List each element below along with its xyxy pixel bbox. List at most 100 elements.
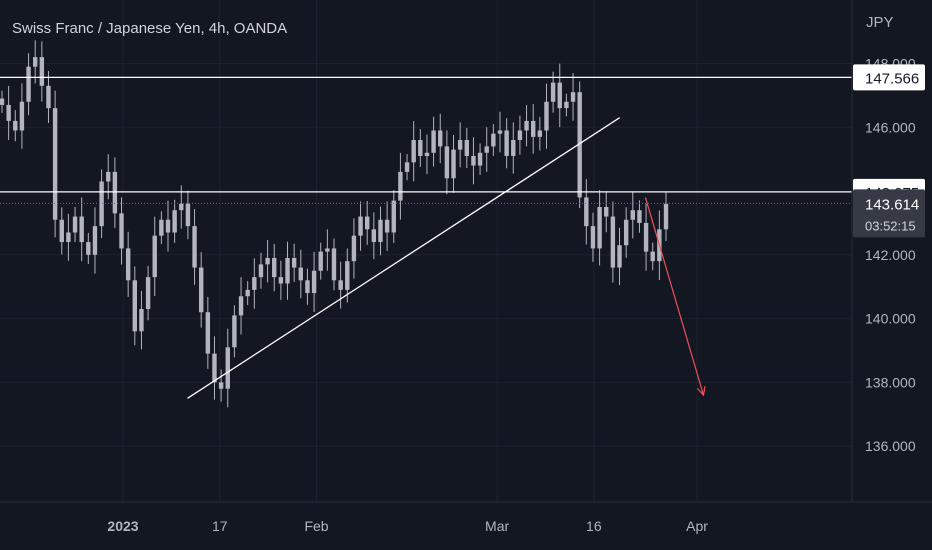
- candle-body[interactable]: [391, 200, 396, 233]
- candle-body[interactable]: [185, 203, 191, 227]
- candle-body[interactable]: [311, 270, 317, 294]
- candle-body[interactable]: [550, 82, 556, 102]
- candle-body[interactable]: [192, 226, 197, 268]
- candle-body[interactable]: [544, 101, 549, 131]
- candle-body[interactable]: [504, 130, 509, 156]
- candle-body[interactable]: [610, 216, 616, 268]
- candle-body[interactable]: [484, 146, 489, 153]
- candle-body[interactable]: [139, 309, 144, 332]
- candle-body[interactable]: [378, 219, 383, 243]
- candle-body[interactable]: [132, 280, 137, 332]
- candle-body[interactable]: [637, 210, 642, 223]
- candle-body[interactable]: [13, 120, 18, 131]
- candle-body[interactable]: [365, 216, 370, 230]
- candle-body[interactable]: [305, 280, 310, 294]
- candle-body[interactable]: [438, 130, 443, 147]
- candle-body[interactable]: [517, 130, 523, 141]
- candle-body[interactable]: [205, 312, 211, 354]
- candle-body[interactable]: [218, 382, 224, 389]
- candle-body[interactable]: [331, 248, 337, 281]
- trendline[interactable]: [187, 117, 621, 399]
- candle-body[interactable]: [26, 66, 31, 102]
- candle-body[interactable]: [258, 264, 264, 278]
- candle-body[interactable]: [92, 226, 98, 255]
- candle-body[interactable]: [278, 277, 284, 284]
- candle-body[interactable]: [451, 149, 456, 179]
- candle-body[interactable]: [590, 226, 596, 249]
- candle-body[interactable]: [79, 216, 84, 243]
- candle-body[interactable]: [398, 171, 403, 201]
- candle-body[interactable]: [418, 140, 423, 156]
- candle-body[interactable]: [511, 140, 516, 156]
- candle-body[interactable]: [477, 152, 483, 166]
- candle-body[interactable]: [338, 280, 343, 290]
- candle-body[interactable]: [212, 353, 217, 383]
- candle-body[interactable]: [238, 296, 244, 316]
- candle-body[interactable]: [99, 181, 104, 227]
- candle-body[interactable]: [46, 85, 51, 109]
- candle-body[interactable]: [52, 108, 58, 220]
- candle-body[interactable]: [33, 57, 38, 67]
- candle-body[interactable]: [537, 130, 543, 137]
- candle-body[interactable]: [650, 251, 655, 262]
- candle-body[interactable]: [179, 203, 184, 211]
- candle-body[interactable]: [404, 162, 410, 172]
- candle-body[interactable]: [232, 315, 237, 348]
- candle-body[interactable]: [597, 206, 602, 249]
- candle-body[interactable]: [298, 267, 303, 281]
- candle-body[interactable]: [225, 347, 230, 389]
- candle-body[interactable]: [564, 101, 569, 109]
- candle-body[interactable]: [531, 120, 536, 137]
- candle-body[interactable]: [165, 219, 171, 233]
- candle-body[interactable]: [351, 235, 357, 262]
- candle-body[interactable]: [371, 229, 377, 243]
- candles[interactable]: [0, 40, 669, 408]
- candle-body[interactable]: [285, 258, 290, 284]
- candle-body[interactable]: [125, 248, 131, 281]
- candle-body[interactable]: [424, 152, 430, 156]
- candle-body[interactable]: [617, 245, 622, 268]
- candle-body[interactable]: [457, 140, 463, 150]
- candle-body[interactable]: [252, 277, 257, 290]
- candle-body[interactable]: [524, 120, 529, 131]
- candle-body[interactable]: [172, 210, 177, 233]
- candle-body[interactable]: [245, 289, 250, 297]
- candle-body[interactable]: [66, 232, 71, 243]
- candle-body[interactable]: [570, 92, 576, 102]
- candle-body[interactable]: [497, 130, 503, 134]
- forecast-arrow-shaft[interactable]: [644, 197, 705, 396]
- candle-body[interactable]: [384, 219, 390, 233]
- candle-body[interactable]: [272, 258, 277, 278]
- candle-body[interactable]: [291, 258, 297, 268]
- candle-body[interactable]: [464, 140, 469, 156]
- candle-body[interactable]: [557, 82, 562, 109]
- candle-body[interactable]: [643, 222, 649, 252]
- candle-body[interactable]: [119, 213, 124, 249]
- candle-body[interactable]: [265, 258, 270, 265]
- candle-body[interactable]: [491, 133, 496, 147]
- candle-body[interactable]: [584, 197, 589, 227]
- candle-body[interactable]: [444, 146, 450, 179]
- candle-body[interactable]: [0, 98, 5, 105]
- candle-body[interactable]: [318, 251, 323, 271]
- candle-body[interactable]: [623, 219, 629, 246]
- candle-body[interactable]: [325, 248, 330, 252]
- candle-body[interactable]: [112, 171, 118, 214]
- candle-body[interactable]: [19, 101, 25, 131]
- candle-body[interactable]: [106, 171, 111, 182]
- candle-body[interactable]: [345, 261, 350, 290]
- candle-body[interactable]: [199, 267, 204, 313]
- candle-body[interactable]: [39, 57, 45, 86]
- candle-body[interactable]: [145, 277, 151, 310]
- candle-body[interactable]: [663, 203, 669, 230]
- candle-body[interactable]: [72, 216, 78, 233]
- candle-body[interactable]: [6, 104, 11, 121]
- candle-body[interactable]: [152, 235, 157, 278]
- candle-body[interactable]: [604, 206, 609, 217]
- candle-body[interactable]: [358, 216, 363, 236]
- candle-body[interactable]: [577, 92, 582, 198]
- candle-body[interactable]: [411, 140, 416, 163]
- candle-body[interactable]: [431, 130, 436, 153]
- candle-body[interactable]: [159, 219, 164, 236]
- candle-body[interactable]: [86, 242, 91, 255]
